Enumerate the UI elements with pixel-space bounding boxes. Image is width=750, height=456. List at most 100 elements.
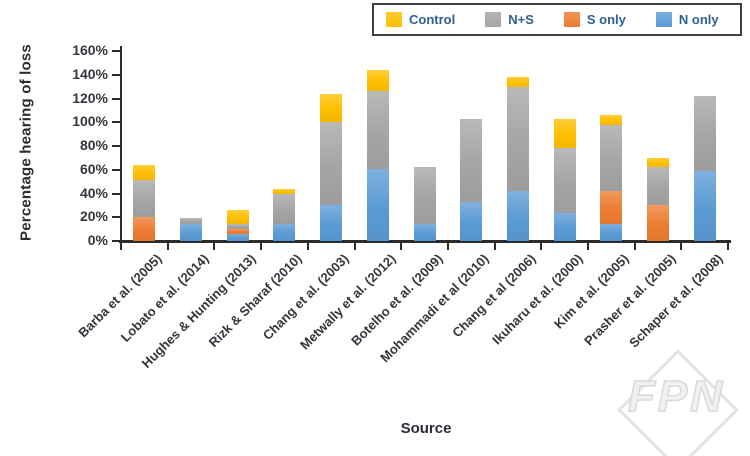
bar-segment xyxy=(273,188,296,194)
bar-segment xyxy=(506,191,529,241)
x-tick xyxy=(446,241,449,250)
legend-swatch-icon xyxy=(563,12,580,27)
bar-segment xyxy=(133,217,156,241)
bar-segment xyxy=(226,233,249,241)
bar-segment xyxy=(133,180,156,218)
legend-item: N+S xyxy=(485,12,534,27)
y-tick-label: 60% xyxy=(79,160,108,177)
x-tick xyxy=(120,241,122,250)
bar-segment xyxy=(320,93,343,123)
legend-label: Control xyxy=(409,12,456,27)
bar-segment xyxy=(460,118,483,202)
y-tick xyxy=(112,121,121,124)
bar-segment xyxy=(226,229,249,234)
bar-segment xyxy=(460,201,483,241)
bar-segment xyxy=(180,224,203,241)
bar-segment xyxy=(366,70,389,92)
y-tick-label: 120% xyxy=(72,89,108,106)
bar-segment xyxy=(647,167,670,206)
bar-segment xyxy=(366,168,389,241)
x-tick xyxy=(400,241,403,250)
x-axis-line xyxy=(119,240,731,243)
bar-segment xyxy=(693,96,716,171)
legend-label: S only xyxy=(586,12,626,27)
bar-segment xyxy=(553,212,576,241)
bar-segment xyxy=(553,148,576,213)
legend-swatch-icon xyxy=(655,12,672,27)
bar xyxy=(647,157,670,241)
y-tick-label: 40% xyxy=(79,184,108,201)
x-category-label: Chang et al. (2003) xyxy=(259,251,352,343)
bar-segment xyxy=(320,122,343,206)
bar-segment xyxy=(226,210,249,225)
y-tick-label: 0% xyxy=(87,232,108,248)
bar-segment xyxy=(413,167,436,225)
bar-segment xyxy=(413,224,436,241)
y-axis-title: Percentage hearing of loss xyxy=(17,44,35,241)
bar-segment xyxy=(133,165,156,181)
bar xyxy=(600,115,623,241)
x-category-label: Botelho et al. (2009) xyxy=(347,251,446,349)
bar-segment xyxy=(600,224,623,241)
x-tick xyxy=(260,241,263,250)
bar-segment xyxy=(226,224,249,230)
x-tick xyxy=(633,241,636,250)
y-tick-label: 140% xyxy=(72,65,108,82)
legend-item: Control xyxy=(386,12,455,27)
y-tick xyxy=(112,50,121,52)
x-category-label: Chang et al (2006) xyxy=(449,251,539,341)
bar-segment xyxy=(600,124,623,192)
x-category-label: Mohammadi et al (2010) xyxy=(377,251,492,366)
bar-segment xyxy=(693,170,716,241)
y-tick xyxy=(112,145,121,147)
bar-segment xyxy=(600,191,623,225)
y-tick xyxy=(112,216,121,219)
x-tick xyxy=(166,241,169,250)
y-tick-label: 80% xyxy=(79,137,108,153)
legend-label: N only xyxy=(678,12,719,27)
bar xyxy=(506,77,529,241)
bar xyxy=(693,96,716,241)
x-category-label: Hughes & Hunting (2013) xyxy=(138,251,259,371)
y-tick-label: 100% xyxy=(72,113,108,130)
bar-segment xyxy=(273,193,296,225)
x-category-label: Ikuharu et al. (2000) xyxy=(488,251,586,348)
x-category-label: Rizk & Sharaf (2010) xyxy=(206,251,306,350)
bar xyxy=(460,118,483,241)
watermark: FPN xyxy=(600,340,750,456)
x-category-label: Metwally et al. (2012) xyxy=(296,251,399,353)
x-axis-title: Source xyxy=(400,420,452,437)
y-tick xyxy=(112,97,121,100)
x-tick xyxy=(587,241,589,250)
y-tick-label: 20% xyxy=(79,208,108,225)
bar-segment xyxy=(553,118,576,149)
bar xyxy=(366,70,389,241)
legend-swatch-icon xyxy=(386,12,402,27)
bar-segment xyxy=(600,115,623,125)
x-category-label: Lobato et al. (2014) xyxy=(117,251,212,345)
legend-item: N only xyxy=(655,12,719,27)
legend-item: S only xyxy=(563,12,626,27)
bar-segment xyxy=(366,91,389,169)
bar xyxy=(226,210,249,241)
bar xyxy=(133,165,156,241)
legend: Control N+S S only N only xyxy=(372,3,742,36)
legend-swatch-icon xyxy=(485,12,502,27)
bar xyxy=(553,118,576,241)
x-tick xyxy=(306,241,309,250)
bar-segment xyxy=(180,218,203,225)
bar-segment xyxy=(647,205,670,241)
bar xyxy=(180,218,203,241)
bar-segment xyxy=(273,224,296,241)
bar-segment xyxy=(320,205,343,241)
watermark-text: FPN xyxy=(627,371,725,422)
bar xyxy=(413,167,436,241)
bar-segment xyxy=(647,157,670,168)
bar xyxy=(273,188,296,241)
x-tick xyxy=(493,241,496,250)
legend-label: N+S xyxy=(508,12,534,27)
x-tick xyxy=(727,241,730,250)
bar xyxy=(320,93,343,241)
y-axis-line xyxy=(119,46,122,250)
